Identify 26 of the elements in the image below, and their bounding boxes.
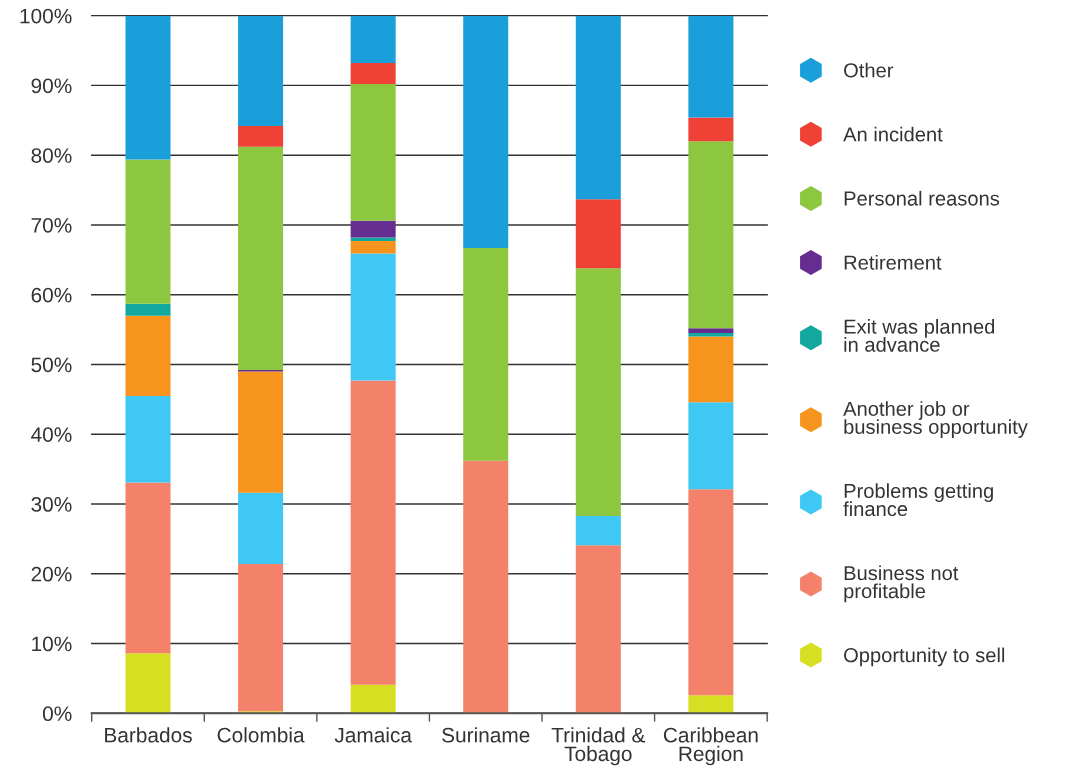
y-tick-label: 10% [32,636,72,652]
y-tick-label: 70% [31,217,72,233]
legend-label: Personal reasons [844,190,1000,206]
x-tick-label: Suriname [442,727,530,743]
y-tick-label: 30% [31,497,72,512]
legend-label: Opportunity to sell [844,647,1005,667]
y-tick-label: 60% [31,287,72,303]
legend-label: Retirement [844,254,942,270]
y-tick-label: 40% [31,427,72,443]
legend-label: Exit was planned in advance [844,319,995,352]
x-tick-label: Caribbean Region [663,727,758,766]
y-tick-label: 50% [31,357,72,373]
y-tick-label: 100% [20,8,72,24]
legend-label: Another job or business opportunity [843,401,1028,438]
y-tick-label: 90% [31,78,72,94]
legend-label: Other [844,62,894,78]
y-tick-label: 20% [31,566,72,582]
x-tick-label: Colombia [217,727,305,743]
x-tick-label: Trinidad & Tobago [551,727,646,766]
y-tick-label: 0% [42,706,72,722]
x-tick-label: Barbados [105,727,192,743]
legend-label: An incident [843,126,943,142]
x-tick-label: Jamaica [334,727,412,743]
legend-label: Business not profitable [844,565,959,603]
legend-label: Problems getting finance [843,483,993,517]
y-tick-label: 80% [31,148,72,163]
